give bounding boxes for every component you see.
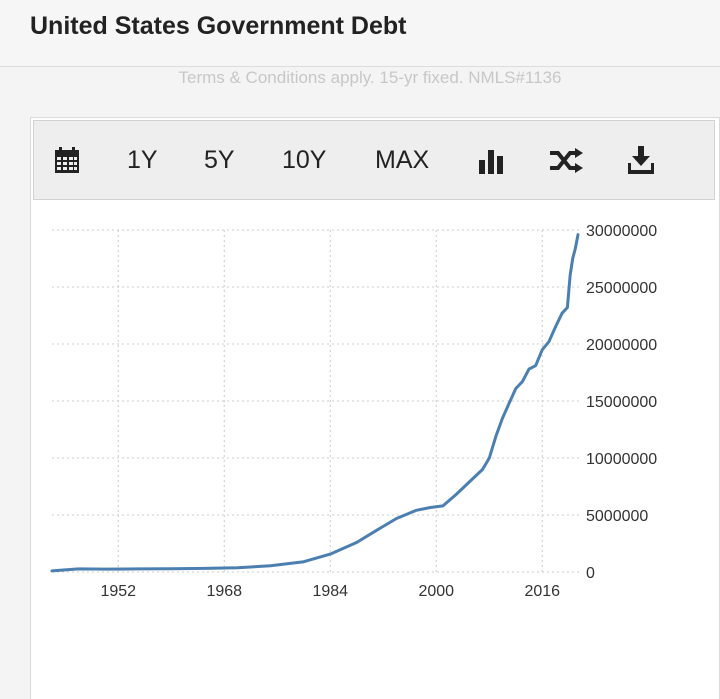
x-tick-label: 1984 [312,583,348,600]
download-icon[interactable] [627,146,655,179]
x-tick-label: 1968 [206,583,242,600]
y-tick-label: 5000000 [586,508,648,525]
x-tick-label: 2000 [418,583,454,600]
y-tick-label: 20000000 [586,337,657,354]
x-tick-label: 1952 [100,583,136,600]
y-tick-label: 0 [586,565,595,582]
range-max-button[interactable]: MAX [375,146,430,174]
y-tick-label: 10000000 [586,451,657,468]
x-tick-label: 2016 [524,583,560,600]
range-1y-button[interactable]: 1Y [127,146,158,174]
range-5y-button[interactable]: 5Y [204,146,235,174]
series-line-0 [50,233,580,573]
y-tick-label: 15000000 [586,394,657,411]
disclaimer-text: Terms & Conditions apply. 15-yr fixed. N… [178,68,562,87]
shuffle-icon[interactable] [549,148,583,179]
calendar-icon[interactable] [54,147,80,179]
range-10y-button[interactable]: 10Y [282,146,327,174]
page-title: United States Government Debt [30,12,407,40]
y-tick-label: 30000000 [586,223,657,240]
page-header: United States Government Debt [0,0,720,67]
y-tick-label: 25000000 [586,280,657,297]
chart-toolbar: 1Y 5Y 10Y MAX [33,120,715,200]
chart-card: 1Y 5Y 10Y MAX [30,117,720,699]
bar-chart-icon[interactable] [478,148,504,179]
